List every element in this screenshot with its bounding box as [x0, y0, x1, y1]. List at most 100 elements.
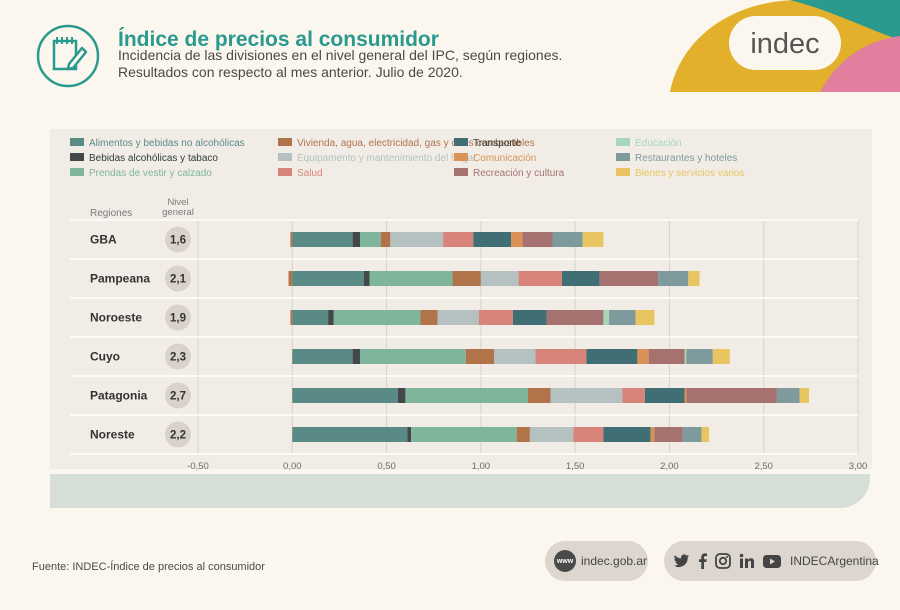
x-tick-label: 0,00 [283, 461, 302, 472]
youtube-icon[interactable] [763, 554, 781, 568]
bar-bienes-y-servicios-varios [701, 427, 710, 442]
bar-bebidas-alcoholicas-y-tabaco [407, 427, 412, 442]
legend-label-comunicacion: Comunicación [473, 153, 536, 164]
bar-vivienda-agua-electricidad-gas-y-otros-combustibles [528, 388, 551, 403]
legend-swatch-alimentos-y-bebidas-no-alcoholicas [70, 138, 84, 146]
bar-negative-segment [290, 310, 293, 325]
page-subtitle: Incidencia de las divisiones en el nivel… [118, 47, 562, 81]
bar-comunicacion [684, 388, 687, 403]
legend-swatch-vivienda-agua-electricidad-gas-y-otros-combustibles [278, 138, 292, 146]
bar-vivienda-agua-electricidad-gas-y-otros-combustibles [452, 271, 481, 286]
instagram-icon[interactable] [715, 553, 731, 569]
bar-transporte [561, 271, 600, 286]
bar-restaurantes-y-hoteles [776, 388, 800, 403]
region-label-patagonia: Patagonia [90, 389, 148, 403]
website-link[interactable]: www indec.gob.ar [545, 541, 648, 581]
legend-swatch-restaurantes-y-hoteles [616, 153, 630, 161]
bar-bienes-y-servicios-varios [712, 349, 730, 364]
general-level-value: 2,2 [170, 430, 186, 442]
document-edit-icon [36, 24, 100, 88]
bar-prendas-de-vestir-y-calzado [405, 388, 528, 403]
bar-restaurantes-y-hoteles [552, 232, 583, 247]
general-level-badge [165, 226, 191, 253]
bar-educacion [603, 310, 610, 325]
legend-label-vivienda-agua-electricidad-gas-y-otros-combustibles: Vivienda, agua, electricidad, gas y otro… [297, 138, 535, 149]
general-level-value: 2,1 [170, 274, 187, 286]
twitter-icon[interactable] [674, 554, 690, 568]
bar-prendas-de-vestir-y-calzado [360, 349, 466, 364]
bar-equipamento-y-mantenimiento-del-hogar [529, 427, 574, 442]
legend-swatch-bebidas-alcoholicas-y-tabaco [70, 153, 84, 161]
x-tick-label: 3,00 [849, 461, 868, 472]
legend-label-alimentos-y-bebidas-no-alcoholicas: Alimentos y bebidas no alcohólicas [89, 138, 245, 149]
bar-salud [535, 349, 587, 364]
brand-corner: indec [670, 0, 900, 92]
corner-teal-shape [790, 0, 900, 40]
bar-recreacion-y-cultura [546, 310, 604, 325]
bar-transporte [473, 232, 512, 247]
bar-salud [622, 388, 645, 403]
brand-logo: indec [750, 28, 819, 60]
x-tick-label: 1,50 [566, 461, 585, 472]
bar-bebidas-alcoholicas-y-tabaco [352, 349, 361, 364]
bar-equipamento-y-mantenimiento-del-hogar [437, 310, 479, 325]
general-level-value: 2,7 [170, 391, 186, 403]
legend-label-restaurantes-y-hoteles: Restaurantes y hoteles [635, 153, 737, 164]
bar-bebidas-alcoholicas-y-tabaco [352, 232, 361, 247]
general-level-badge [165, 304, 191, 331]
general-level-badge [165, 265, 191, 292]
bar-salud [518, 271, 562, 286]
bar-negative-segment [290, 232, 293, 247]
legend-swatch-prendas-de-vestir-y-calzado [70, 168, 84, 176]
subtitle-line-1: Incidencia de las divisiones en el nivel… [118, 47, 563, 63]
bar-bebidas-alcoholicas-y-tabaco [328, 310, 334, 325]
facebook-icon[interactable] [698, 553, 707, 569]
footer-band [50, 474, 870, 508]
subtitle-line-2: Resultados con respecto al mes anterior.… [118, 64, 463, 80]
region-label-pampeana: Pampeana [90, 272, 150, 286]
bar-bienes-y-servicios-varios [688, 271, 700, 286]
bar-restaurantes-y-hoteles [686, 349, 713, 364]
bar-restaurantes-y-hoteles [658, 271, 689, 286]
bar-recreacion-y-cultura [654, 427, 683, 442]
bar-recreacion-y-cultura [686, 388, 777, 403]
column-header-regions: Regiones [90, 208, 132, 219]
bar-salud [443, 232, 474, 247]
legend-label-educacion: Educación [635, 138, 682, 149]
bar-transporte [603, 427, 651, 442]
general-level-badge [165, 421, 191, 448]
legend-label-salud: Salud [297, 168, 323, 179]
region-label-noroeste: Noroeste [90, 311, 142, 325]
chart-panel [50, 129, 872, 469]
bar-alimentos-y-bebidas-no-alcoholicas [292, 232, 353, 247]
x-tick-label: 0,50 [377, 461, 396, 472]
page-title: Índice de precios al consumidor [118, 28, 439, 51]
linkedin-icon[interactable] [739, 553, 755, 569]
bar-vivienda-agua-electricidad-gas-y-otros-combustibles [380, 232, 391, 247]
bar-vivienda-agua-electricidad-gas-y-otros-combustibles [420, 310, 438, 325]
x-tick-label: 2,50 [754, 461, 773, 472]
region-label-cuyo: Cuyo [90, 350, 120, 364]
bar-comunicacion [650, 427, 655, 442]
bar-equipamento-y-mantenimiento-del-hogar [494, 349, 536, 364]
region-label-gba: GBA [90, 233, 117, 247]
logo-pill [729, 16, 841, 70]
bar-restaurantes-y-hoteles [682, 427, 702, 442]
corner-pink-shape [820, 36, 900, 92]
bar-alimentos-y-bebidas-no-alcoholicas [292, 271, 364, 286]
legend-label-bebidas-alcoholicas-y-tabaco: Bebidas alcohólicas y tabaco [89, 153, 218, 164]
bar-alimentos-y-bebidas-no-alcoholicas [292, 427, 408, 442]
bar-transporte [586, 349, 638, 364]
bar-transporte [644, 388, 685, 403]
legend-label-recreacion-y-cultura: Recreación y cultura [473, 168, 565, 179]
stacked-bar-chart: Alimentos y bebidas no alcohólicas Bebida… [70, 138, 868, 472]
bar-bienes-y-servicios-varios [635, 310, 655, 325]
bar-recreacion-y-cultura [648, 349, 685, 364]
bar-salud [478, 310, 513, 325]
general-level-value: 1,9 [170, 313, 186, 325]
x-tick-label: 2,00 [660, 461, 679, 472]
bar-prendas-de-vestir-y-calzado [333, 310, 421, 325]
bar-alimentos-y-bebidas-no-alcoholicas [292, 310, 329, 325]
legend-swatch-bienes-y-servicios-varios [616, 168, 630, 176]
general-level-badge [165, 382, 191, 409]
